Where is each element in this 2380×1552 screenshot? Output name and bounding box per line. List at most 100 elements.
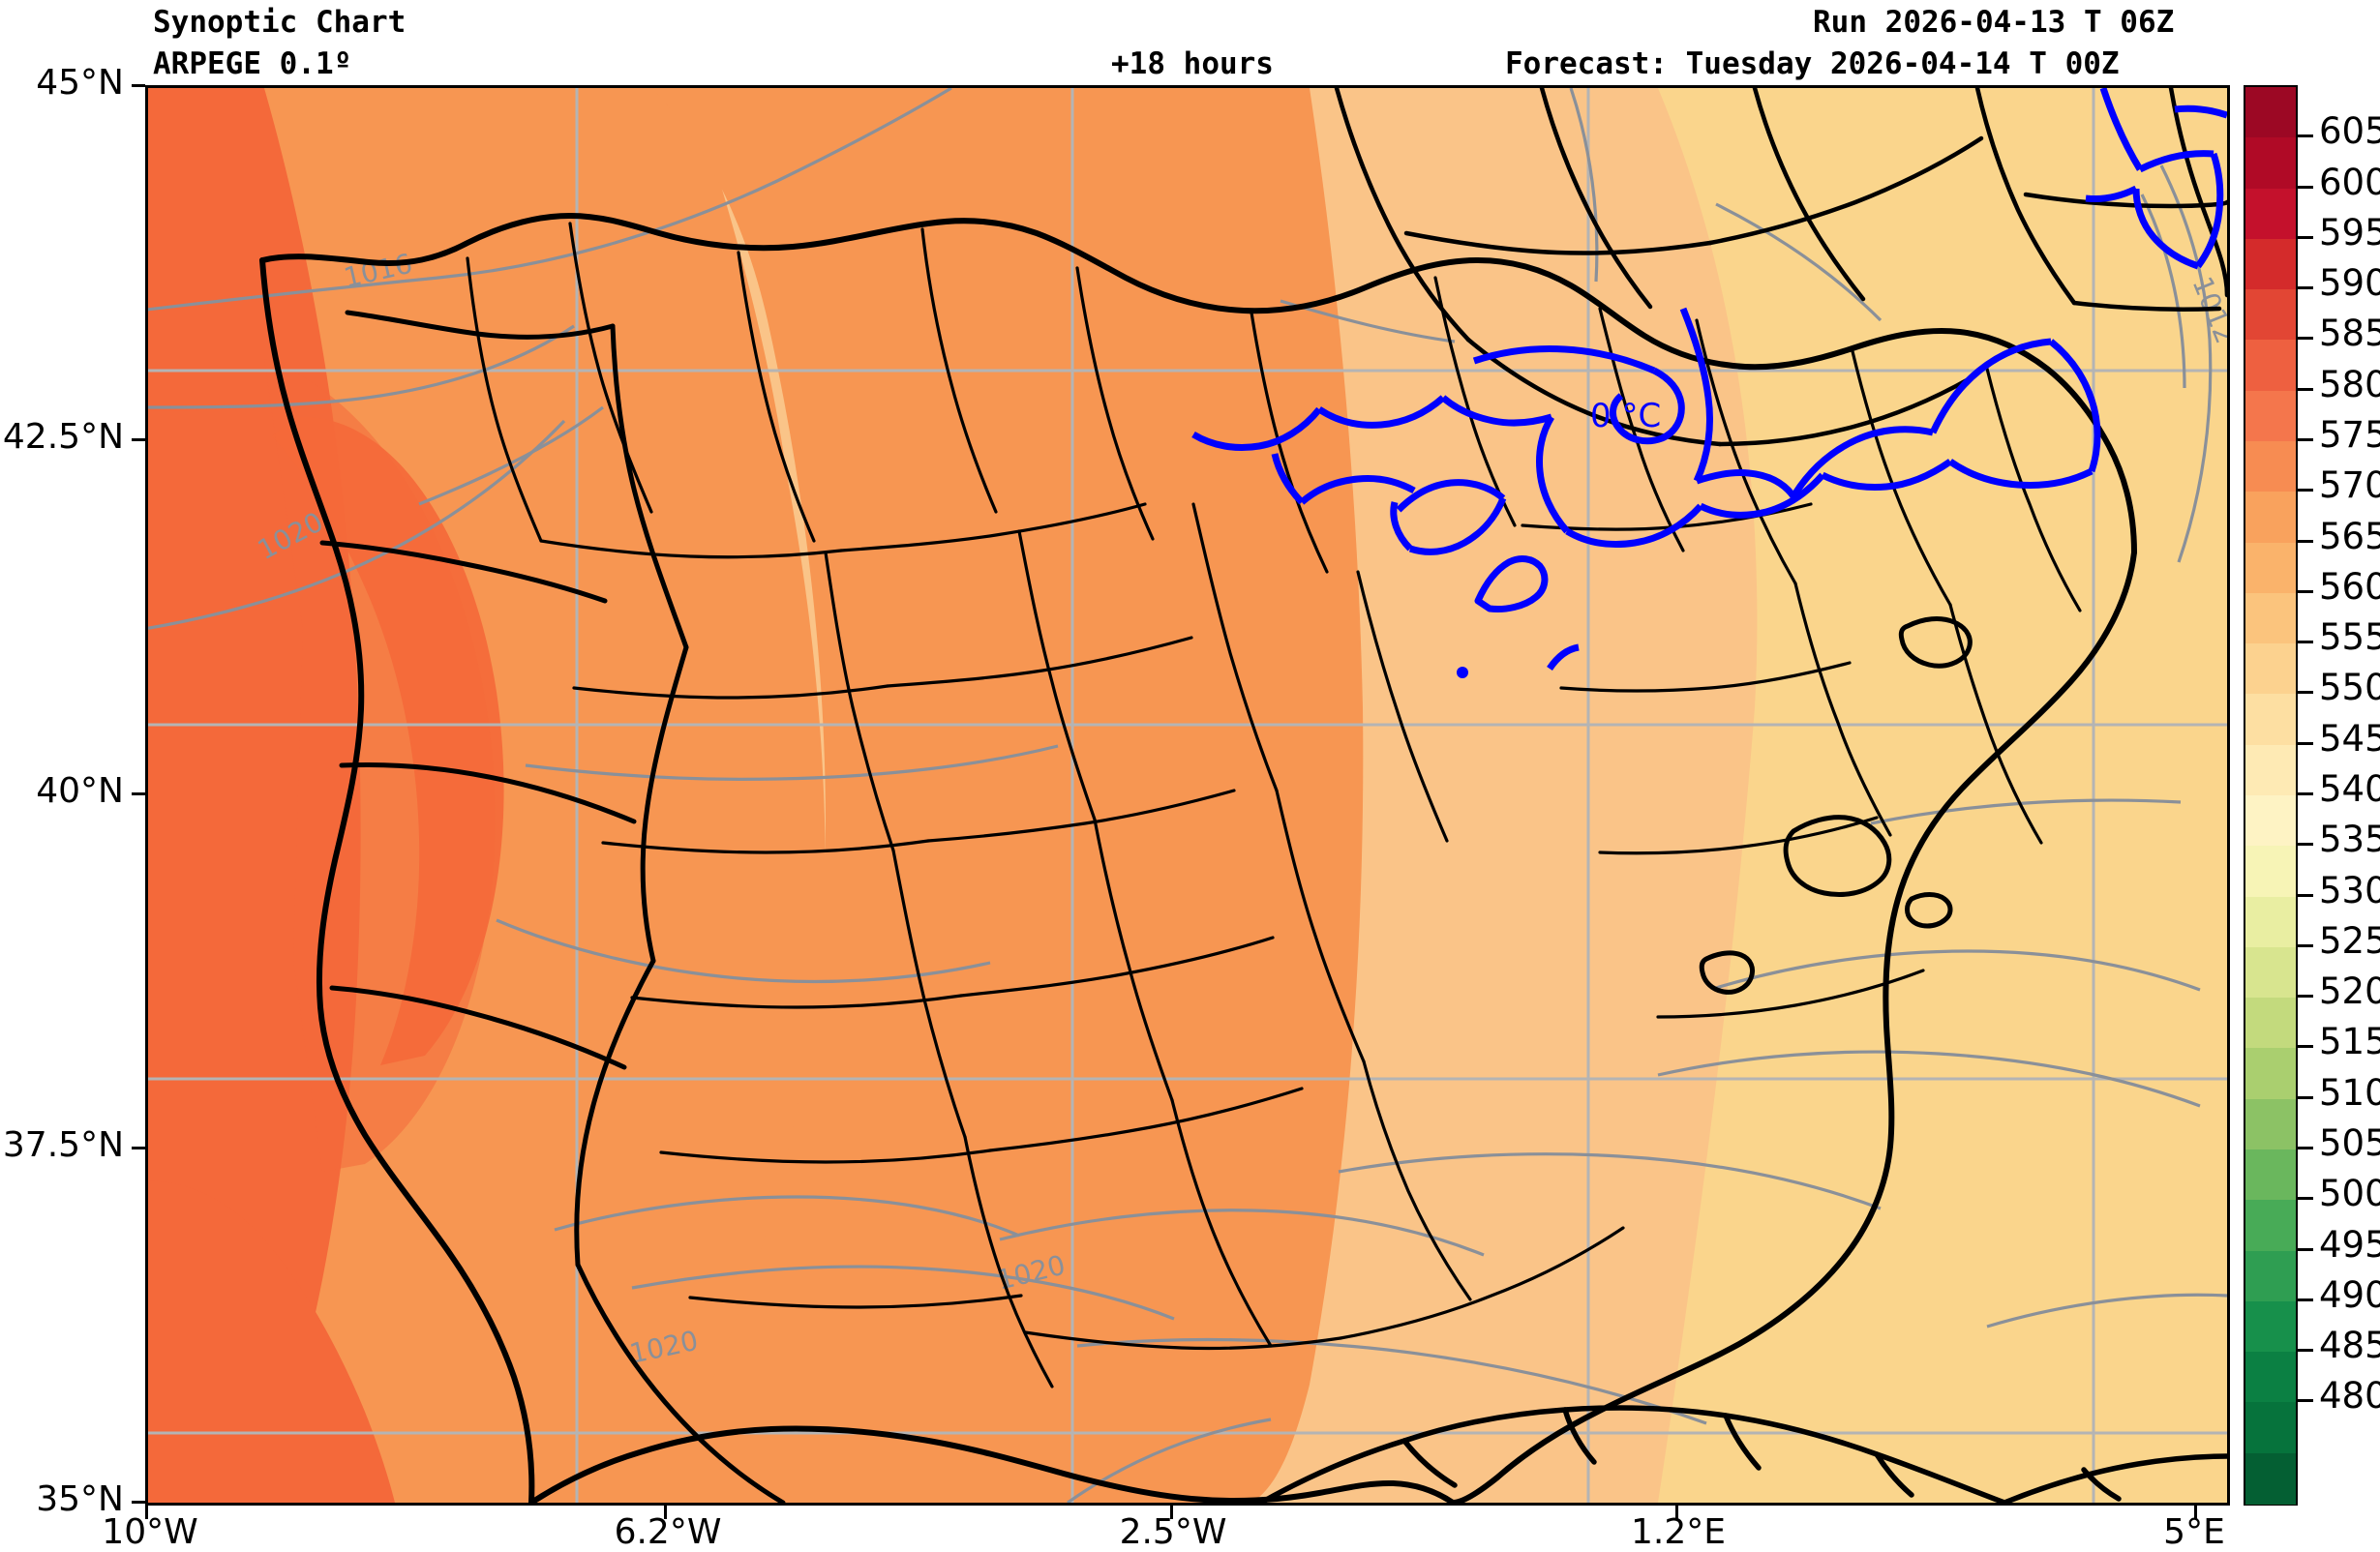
isotherm-marker	[1457, 667, 1468, 678]
y-tick	[132, 84, 145, 87]
map-canvas: 1016 1020 1020 1020 1012	[148, 88, 2227, 1503]
north-africa-coast	[1258, 1405, 2227, 1503]
map-plot-area: 1016 1020 1020 1020 1012	[145, 85, 2230, 1506]
colorbar-tick	[2298, 1197, 2313, 1201]
colorbar-tick	[2298, 337, 2313, 341]
france-borders	[1334, 88, 2227, 447]
colorbar-tick-label: 500	[2319, 1173, 2380, 1215]
colorbar-segment	[2245, 390, 2296, 442]
colorbar-tick-label: 540	[2319, 768, 2380, 810]
x-tick-label: 5°E	[2163, 1512, 2225, 1552]
colorbar-segment	[2245, 1250, 2296, 1302]
colorbar-tick	[2298, 1399, 2313, 1403]
colorbar-tick-label: 490	[2319, 1273, 2380, 1316]
x-tick	[2194, 1506, 2197, 1519]
coastlines-and-borders	[259, 88, 2227, 1503]
colorbar-segment	[2245, 592, 2296, 645]
x-tick	[145, 1506, 148, 1519]
colorbar-tick-label: 570	[2319, 464, 2380, 507]
colorbar-tick-label: 550	[2319, 667, 2380, 709]
colorbar-segment	[2245, 289, 2296, 342]
colorbar-tick	[2298, 185, 2313, 189]
colorbar-tick-label: 575	[2319, 414, 2380, 456]
x-tick-label: 6.2°W	[614, 1512, 722, 1552]
colorbar-segment	[2245, 1149, 2296, 1202]
y-tick-label: 45°N	[36, 63, 124, 103]
colorbar-segment	[2245, 441, 2296, 493]
field-band-575-sw	[148, 1180, 395, 1503]
colorbar-tick-label: 535	[2319, 819, 2380, 861]
colorbar-tick-label: 520	[2319, 970, 2380, 1013]
colorbar-segment	[2245, 946, 2296, 1000]
colorbar-tick-label: 595	[2319, 211, 2380, 254]
x-tick	[1170, 1506, 1173, 1519]
colorbar-tick	[2298, 134, 2313, 138]
colorbar-tick-label: 525	[2319, 919, 2380, 962]
coastline	[259, 213, 2137, 1503]
colorbar-segment	[2245, 744, 2296, 796]
colorbar-tick	[2298, 741, 2313, 745]
forecast-time-label: Forecast: Tuesday 2026-04-14 T 00Z	[1505, 46, 2120, 81]
colorbar-tick	[2298, 489, 2313, 492]
colorbar-tick	[2298, 1095, 2313, 1099]
isobar-lines	[148, 88, 2227, 1503]
colorbar-tick	[2298, 691, 2313, 695]
colorbar-tick	[2298, 943, 2313, 947]
x-tick-label: 1.2°E	[1631, 1512, 1726, 1552]
colorbar-tick	[2298, 235, 2313, 239]
colorbar-tick-label: 530	[2319, 869, 2380, 911]
colorbar-segment	[2245, 542, 2296, 594]
colorbar-segment	[2245, 896, 2296, 948]
colorbar-tick-label: 565	[2319, 515, 2380, 557]
colorbar-tick-label: 600	[2319, 161, 2380, 203]
colorbar-segment	[2245, 694, 2296, 746]
colorbar-segment	[2245, 1402, 2296, 1454]
lead-time-label: +18 hours	[1111, 46, 1274, 81]
colorbar-segment	[2245, 137, 2296, 190]
y-tick	[132, 1147, 145, 1149]
y-tick	[132, 438, 145, 441]
run-time-label: Run 2026-04-13 T 06Z	[1813, 5, 2175, 40]
y-tick	[132, 1501, 145, 1504]
colorbar-segment	[2245, 492, 2296, 544]
colorbar-tick	[2298, 1147, 2313, 1149]
colorbar-tick-label: 485	[2319, 1325, 2380, 1367]
colorbar-tick	[2298, 1349, 2313, 1353]
colorbar	[2244, 85, 2298, 1506]
colorbar-tick-label: 590	[2319, 262, 2380, 305]
colorbar-tick	[2298, 1247, 2313, 1251]
colorbar-tick	[2298, 589, 2313, 593]
colorbar-tick-label: 555	[2319, 616, 2380, 659]
colorbar-tick-label: 585	[2319, 313, 2380, 355]
y-tick-label: 35°N	[36, 1479, 124, 1519]
colorbar-tick-label: 560	[2319, 565, 2380, 608]
colorbar-tick	[2298, 387, 2313, 391]
colorbar-segment	[2245, 846, 2296, 898]
colorbar-tick	[2298, 995, 2313, 999]
colorbar-segment	[2245, 1200, 2296, 1252]
y-tick-label: 37.5°N	[2, 1125, 124, 1165]
colorbar-segment	[2245, 643, 2296, 696]
colorbar-tick	[2298, 286, 2313, 290]
colorbar-segment	[2245, 1352, 2296, 1404]
chart-title: Synoptic Chart	[153, 5, 407, 40]
colorbar-tick-label: 510	[2319, 1071, 2380, 1114]
colorbar-segment	[2245, 238, 2296, 291]
x-tick-label: 2.5°W	[1119, 1512, 1227, 1552]
colorbar-segment	[2245, 340, 2296, 392]
national-borders	[319, 310, 786, 1503]
colorbar-tick-label: 580	[2319, 363, 2380, 405]
colorbar-segment	[2245, 188, 2296, 240]
colorbar-tick	[2298, 1045, 2313, 1049]
colorbar-segment	[2245, 998, 2296, 1050]
colorbar-tick-label: 495	[2319, 1223, 2380, 1266]
colorbar-tick	[2298, 792, 2313, 795]
colorbar-segment	[2245, 795, 2296, 848]
colorbar-tick	[2298, 1298, 2313, 1301]
colorbar-tick	[2298, 539, 2313, 543]
colorbar-tick-label: 605	[2319, 110, 2380, 153]
y-tick-label: 42.5°N	[2, 417, 124, 457]
x-tick	[664, 1506, 667, 1519]
colorbar-segment	[2245, 1300, 2296, 1354]
